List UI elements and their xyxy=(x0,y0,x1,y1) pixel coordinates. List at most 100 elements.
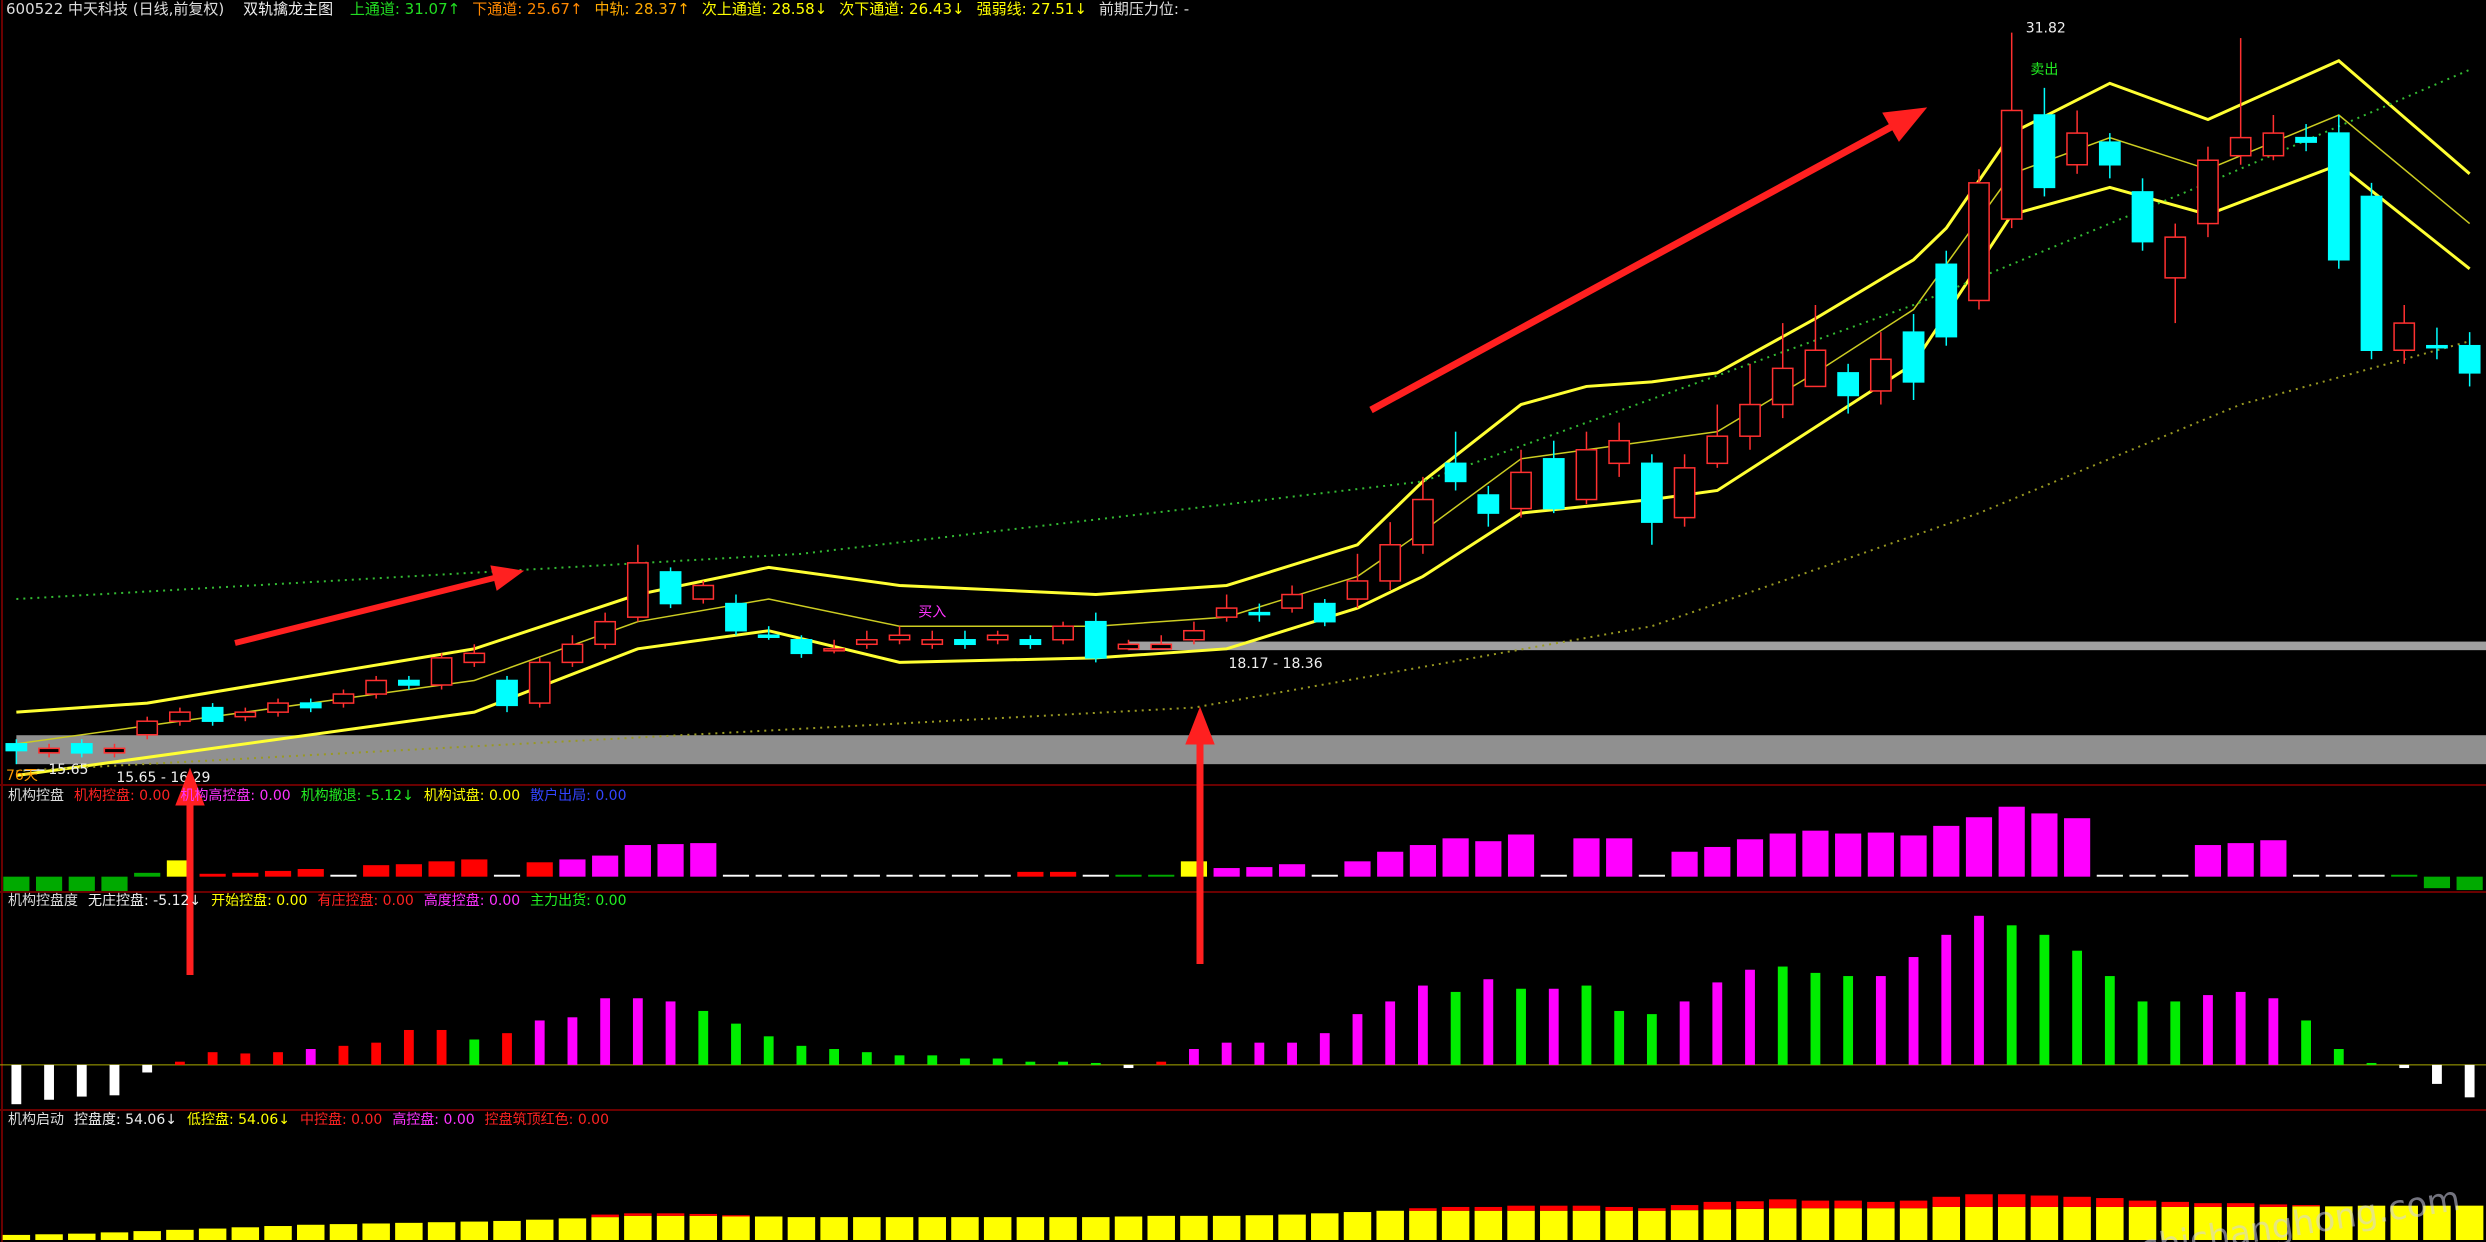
bar xyxy=(363,865,390,877)
bar xyxy=(861,1052,872,1065)
bar xyxy=(1189,1049,1199,1065)
bar xyxy=(690,843,717,877)
bar xyxy=(330,874,357,877)
bar xyxy=(1148,874,1175,877)
bar xyxy=(1843,976,1854,1065)
stacked-bar xyxy=(2292,1206,2320,1240)
bar xyxy=(2423,876,2451,889)
stacked-bar xyxy=(2194,1206,2222,1240)
bar xyxy=(44,1064,54,1100)
stacked-bar xyxy=(2030,1195,2059,1207)
bar xyxy=(199,873,226,877)
candle-body xyxy=(757,634,780,638)
stacked-bar xyxy=(787,1217,816,1240)
bar xyxy=(919,874,946,877)
header-item: 上通道: 31.07↑ xyxy=(350,0,460,18)
bar xyxy=(1442,838,1469,877)
candle-body xyxy=(1935,263,1958,338)
candle-body xyxy=(1869,358,1892,392)
bar xyxy=(76,1064,87,1097)
header-item: 强弱线: 27.51↓ xyxy=(977,0,1087,18)
bar xyxy=(1900,835,1927,877)
stacked-bar xyxy=(885,1217,914,1240)
bar xyxy=(534,1020,545,1065)
bar xyxy=(1082,874,1109,877)
stacked-bar xyxy=(1638,1208,1666,1211)
stacked-bar xyxy=(2096,1198,2124,1207)
stacked-bar xyxy=(329,1224,358,1240)
bar xyxy=(894,1055,905,1065)
stacked-bar xyxy=(395,1222,423,1240)
bar xyxy=(1221,1042,1232,1065)
stacked-bar xyxy=(689,1215,718,1240)
candle-body xyxy=(1346,580,1369,600)
bar xyxy=(2268,998,2279,1065)
stacked-bar xyxy=(1997,1206,2026,1240)
bar xyxy=(264,870,292,877)
bar xyxy=(232,872,259,877)
candle-body xyxy=(234,711,257,718)
period-label: 76天 xyxy=(6,768,38,784)
bar xyxy=(1875,976,1886,1065)
stacked-bar xyxy=(1572,1205,1601,1211)
stacked-bar xyxy=(1540,1210,1568,1240)
bar xyxy=(35,876,63,892)
header-item: 次上通道: 28.58↓ xyxy=(702,0,827,18)
stacked-bar xyxy=(1867,1201,1895,1209)
plot: 15.65 - 16.29 18.17 - 18.36 31.82 15.65 买入 卖出… xyxy=(0,21,2486,1240)
panel-item: 高度控盘: 0.00 xyxy=(424,892,520,909)
candle-body xyxy=(2426,344,2448,349)
bar xyxy=(1156,1061,1167,1065)
candle-body xyxy=(986,634,1009,641)
candle-body xyxy=(1052,625,1074,641)
bar xyxy=(1377,851,1404,877)
bar xyxy=(1802,830,1829,877)
candle-body xyxy=(2131,191,2154,243)
stacked-bar xyxy=(853,1217,881,1240)
bar xyxy=(1540,874,1567,877)
bar xyxy=(2104,976,2115,1065)
bar xyxy=(2006,925,2017,1065)
candle-body xyxy=(1739,403,1761,437)
stacked-bar xyxy=(591,1217,619,1240)
bar xyxy=(2432,1064,2442,1084)
stacked-bar xyxy=(1016,1217,1045,1240)
stacked-bar xyxy=(1801,1200,1830,1209)
panel-item: 机构控盘: 0.00 xyxy=(74,787,170,804)
signal-label: 买入 xyxy=(918,605,946,621)
panel-item: 有庄控盘: 0.00 xyxy=(317,892,413,909)
stacked-bar xyxy=(1703,1201,1732,1210)
candle-body xyxy=(299,702,322,709)
arrow xyxy=(234,575,495,646)
stacked-bar xyxy=(1082,1217,1110,1240)
stacked-bar xyxy=(2455,1205,2484,1240)
panel-item: 机构试盘: 0.00 xyxy=(424,787,520,804)
bar xyxy=(1548,988,1559,1065)
bar xyxy=(207,1052,218,1065)
panel-item: 机构高控盘: 0.00 xyxy=(180,787,290,804)
bar xyxy=(984,874,1011,877)
indicator-line xyxy=(16,340,2470,772)
panel-item: 主力出货: 0.00 xyxy=(530,892,626,909)
stacked-bar xyxy=(1409,1208,1437,1211)
bar xyxy=(698,1010,709,1065)
stacked-bar xyxy=(656,1213,685,1216)
bar xyxy=(1998,806,2025,877)
stacked-bar xyxy=(1899,1200,1928,1209)
stacked-bar xyxy=(1867,1208,1895,1240)
bar xyxy=(665,1001,676,1065)
bar xyxy=(2137,1001,2148,1065)
candle-body xyxy=(332,693,355,704)
arrow-head xyxy=(490,565,525,591)
stacked-bar xyxy=(918,1217,946,1240)
bar xyxy=(755,874,782,877)
bar xyxy=(951,874,979,877)
bar xyxy=(1385,1001,1396,1065)
candle-body xyxy=(430,657,453,686)
candle-body xyxy=(2033,114,2056,189)
stacked-bar xyxy=(166,1229,194,1240)
stacked-bar xyxy=(264,1226,292,1240)
